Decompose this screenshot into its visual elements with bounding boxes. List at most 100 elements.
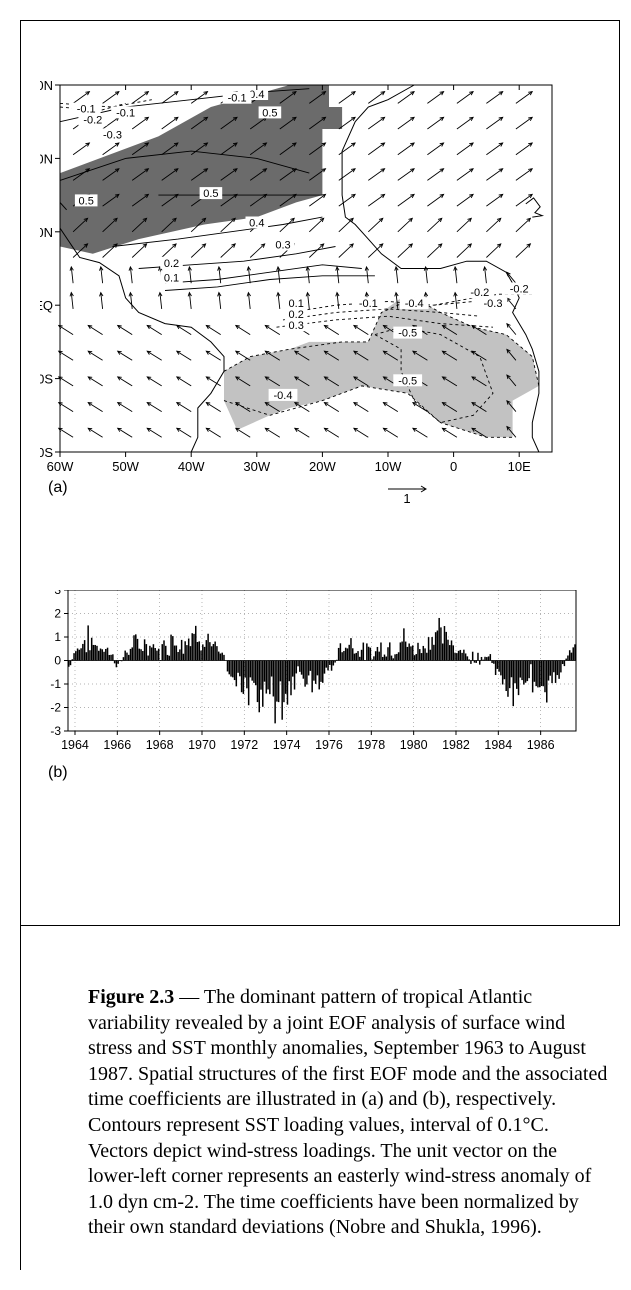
ts-bar: [70, 661, 72, 666]
wind-vector: [427, 92, 443, 104]
ts-bar: [389, 642, 391, 660]
ts-bar: [345, 648, 347, 661]
ts-bar: [481, 657, 483, 661]
wind-vector: [398, 244, 413, 258]
ts-bar: [430, 650, 432, 661]
wind-vector: [177, 377, 191, 386]
ts-bar: [218, 652, 220, 661]
ts-bar: [209, 642, 211, 660]
ts-x-tick-label: 1970: [188, 738, 216, 752]
time-coefficient-chart: 3210-1-2-31964 1966 1968 1970 1972 1974 1976 19…: [40, 590, 600, 790]
wind-vector: [427, 194, 443, 206]
wind-vector: [324, 326, 338, 335]
wind-vector: [309, 218, 323, 232]
wind-vector: [177, 351, 191, 360]
wind-vector: [486, 169, 502, 181]
wind-vector: [147, 326, 162, 335]
ts-bar: [326, 661, 328, 668]
wind-vector: [427, 169, 443, 181]
ts-bar: [502, 661, 504, 685]
contour-label: 0.4: [249, 218, 264, 230]
ts-bar: [75, 651, 77, 660]
contour-label: -0.3: [103, 129, 122, 141]
ts-bar: [93, 645, 95, 661]
ts-bar: [308, 661, 310, 676]
ts-bar: [525, 661, 527, 683]
ts-bar: [495, 661, 497, 676]
ts-bar: [100, 649, 102, 661]
ts-bar: [232, 661, 234, 678]
wind-vector: [516, 169, 532, 181]
wind-vector: [457, 194, 473, 206]
wind-vector: [88, 403, 102, 412]
wind-vector: [177, 403, 191, 412]
wind-vector: [59, 377, 73, 386]
ts-bar: [442, 644, 444, 661]
wind-vector: [442, 428, 457, 437]
ts-bar: [84, 640, 86, 660]
ts-bar: [557, 661, 559, 676]
ts-bar: [398, 652, 400, 660]
wind-vector: [427, 143, 443, 155]
wind-vector: [162, 244, 176, 258]
wind-vector: [368, 244, 383, 258]
ts-bar: [532, 661, 534, 693]
ts-bar: [373, 656, 375, 660]
ts-bar: [333, 661, 335, 666]
wind-vector: [324, 428, 338, 437]
wind-vector: [486, 244, 500, 258]
ts-bar: [347, 648, 349, 660]
ts-bar: [105, 649, 107, 661]
ts-bar: [445, 632, 447, 661]
ts-bar: [370, 648, 372, 661]
ts-bar: [408, 643, 410, 660]
ts-bar: [96, 646, 98, 661]
lat-tick-label: 30N: [40, 78, 53, 93]
ts-x-tick-label: 1976: [315, 738, 343, 752]
ts-bar: [109, 655, 111, 661]
frame-right: [619, 20, 620, 925]
ts-bar: [564, 661, 566, 667]
ts-bar: [199, 641, 201, 660]
ts-bar: [264, 661, 266, 682]
wind-vector: [88, 326, 102, 335]
contour-label: 0.5: [79, 195, 94, 207]
wind-vector: [486, 218, 500, 232]
lon-tick-label: 40W: [178, 459, 205, 474]
ts-bar: [130, 649, 132, 661]
lon-tick-label: 0: [450, 459, 457, 474]
ts-bar: [511, 661, 513, 678]
ts-bar: [361, 650, 363, 661]
contour-label: -0.2: [83, 115, 102, 127]
ts-bar: [490, 654, 492, 660]
ts-bar: [447, 640, 449, 661]
ts-bar: [354, 654, 356, 661]
ts-bar: [169, 656, 171, 661]
negative-loading-shade: [224, 298, 539, 437]
wind-vector: [206, 428, 220, 437]
ts-bar: [202, 644, 204, 660]
wind-vector: [354, 428, 368, 437]
wind-vector: [339, 169, 355, 181]
contour-label: -0.5: [398, 328, 417, 340]
ts-bar: [266, 661, 268, 694]
ts-bar: [186, 645, 188, 660]
ts-bar: [221, 653, 223, 661]
ts-bar: [144, 639, 146, 660]
contour-label: -0.4: [405, 298, 424, 310]
ts-bar: [241, 661, 243, 693]
lon-tick-label: 50W: [112, 459, 139, 474]
ts-bar: [280, 661, 282, 682]
reference-vector-label: 1: [403, 491, 410, 506]
wind-vector: [486, 117, 502, 129]
ts-bar: [528, 661, 530, 679]
ts-bar: [410, 646, 412, 660]
ts-y-tick-label: -3: [50, 724, 61, 738]
contour-label: 0.1: [164, 273, 179, 285]
ts-bar: [449, 645, 451, 660]
ts-bar: [555, 661, 557, 683]
lat-tick-label: 20S: [40, 445, 53, 460]
wind-vector: [59, 403, 73, 412]
wind-vector: [516, 244, 531, 258]
ts-bar: [405, 642, 407, 661]
